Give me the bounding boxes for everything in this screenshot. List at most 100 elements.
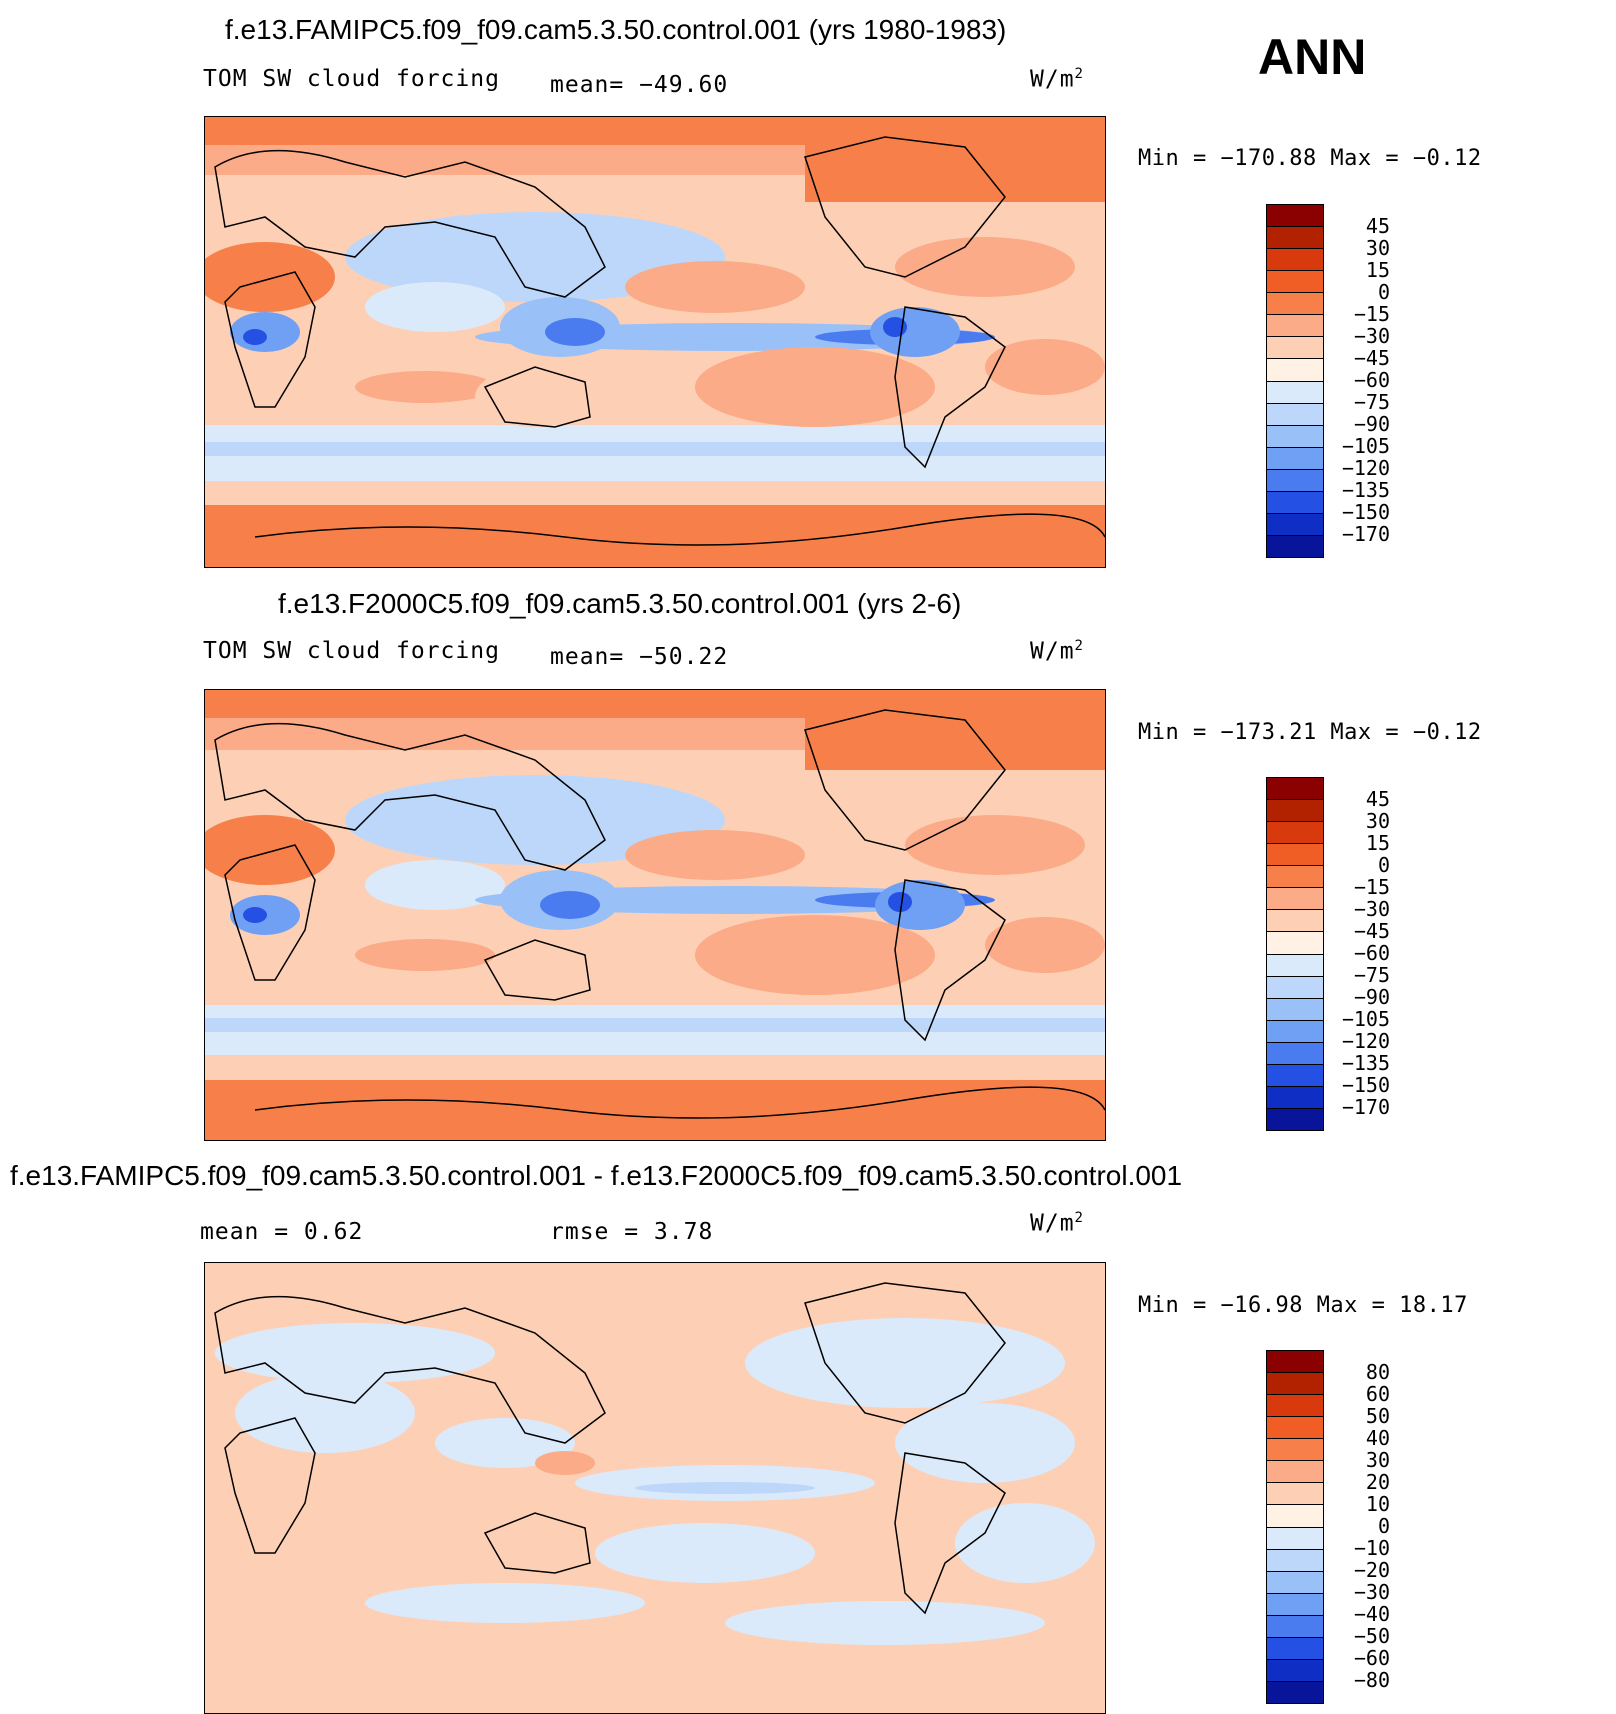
- colorbar-tick-label: −120: [1341, 456, 1390, 480]
- colorbar-segment: [1267, 1351, 1323, 1373]
- colorbar-tick-label: −60: [1353, 941, 1390, 965]
- colorbar-tick-label: −150: [1341, 1073, 1390, 1097]
- colorbar-tick-label: −90: [1353, 985, 1390, 1009]
- colorbar-segment: [1267, 953, 1323, 976]
- colorbar-segment: [1267, 887, 1323, 910]
- colorbar-segment: [1267, 1416, 1323, 1439]
- colorbar-tick-label: −135: [1341, 478, 1390, 502]
- colorbar-segment: [1267, 778, 1323, 800]
- panel2-map: [204, 689, 1106, 1141]
- colorbar-tick-label: −90: [1353, 412, 1390, 436]
- panel1-title: f.e13.FAMIPC5.f09_f09.cam5.3.50.control.…: [225, 14, 1007, 45]
- colorbar-tick-label: −75: [1353, 390, 1390, 414]
- colorbar-tick-label: −60: [1353, 1646, 1390, 1670]
- colorbar-tick-label: −170: [1341, 1095, 1390, 1119]
- panel2-minmax: Min = −173.21 Max = −0.12: [1138, 720, 1482, 745]
- panel3-title: f.e13.FAMIPC5.f09_f09.cam5.3.50.control.…: [10, 1160, 1183, 1191]
- colorbar-segment: [1267, 1107, 1323, 1130]
- colorbar-segment: [1267, 843, 1323, 866]
- colorbar-tick-label: −75: [1353, 963, 1390, 987]
- colorbar-tick-label: 45: [1365, 214, 1390, 238]
- colorbar-segment: [1267, 270, 1323, 293]
- panel3-mean: mean = 0.62: [200, 1219, 364, 1245]
- panel2-units: W/m2: [1030, 638, 1084, 665]
- colorbar-tick-label: 30: [1365, 236, 1390, 260]
- colorbar-segment: [1267, 1041, 1323, 1064]
- panel3-colorbar: [1266, 1350, 1324, 1704]
- colorbar-segment: [1267, 1680, 1323, 1703]
- panel3-units: W/m2: [1030, 1210, 1084, 1237]
- colorbar-segment: [1267, 1504, 1323, 1527]
- colorbar-segment: [1267, 997, 1323, 1020]
- panel3-minmax: Min = −16.98 Max = 18.17: [1138, 1293, 1468, 1318]
- season-label: ANN: [1258, 29, 1367, 85]
- colorbar-segment: [1267, 292, 1323, 315]
- panel2-colorbar: [1266, 777, 1324, 1131]
- colorbar-segment: [1267, 1460, 1323, 1483]
- colorbar-segment: [1267, 358, 1323, 381]
- colorbar-tick-label: −30: [1353, 324, 1390, 348]
- colorbar-segment: [1267, 1019, 1323, 1042]
- colorbar-tick-label: 60: [1365, 1382, 1390, 1406]
- panel1-mean: mean= −49.60: [550, 72, 729, 98]
- colorbar-tick-label: −50: [1353, 1624, 1390, 1648]
- colorbar-segment: [1267, 931, 1323, 954]
- colorbar-tick-label: −20: [1353, 1558, 1390, 1582]
- panel1-units: W/m2: [1030, 66, 1084, 93]
- colorbar-segment: [1267, 512, 1323, 535]
- colorbar-segment: [1267, 1394, 1323, 1417]
- colorbar-tick-label: −40: [1353, 1602, 1390, 1626]
- colorbar-segment: [1267, 1614, 1323, 1637]
- colorbar-segment: [1267, 1592, 1323, 1615]
- colorbar-tick-label: 10: [1365, 1492, 1390, 1516]
- colorbar-segment: [1267, 490, 1323, 513]
- colorbar-tick-label: −45: [1353, 919, 1390, 943]
- colorbar-tick-label: 15: [1365, 258, 1390, 282]
- colorbar-segment: [1267, 1085, 1323, 1108]
- colorbar-segment: [1267, 380, 1323, 403]
- colorbar-tick-label: −105: [1341, 1007, 1390, 1031]
- colorbar-tick-label: 20: [1365, 1470, 1390, 1494]
- panel1-colorbar: [1266, 204, 1324, 558]
- panel2-title: f.e13.F2000C5.f09_f09.cam5.3.50.control.…: [278, 588, 962, 619]
- colorbar-tick-label: −15: [1353, 875, 1390, 899]
- colorbar-tick-label: 15: [1365, 831, 1390, 855]
- colorbar-segment: [1267, 1438, 1323, 1461]
- colorbar-segment: [1267, 1658, 1323, 1681]
- colorbar-tick-label: −135: [1341, 1051, 1390, 1075]
- colorbar-segment: [1267, 821, 1323, 844]
- colorbar-tick-label: 0: [1377, 280, 1390, 304]
- colorbar-segment: [1267, 314, 1323, 337]
- colorbar-segment: [1267, 1548, 1323, 1571]
- panel3-map: [204, 1262, 1106, 1714]
- colorbar-tick-label: 45: [1365, 787, 1390, 811]
- panel3-rmse: rmse = 3.78: [550, 1219, 714, 1245]
- colorbar-tick-label: −10: [1353, 1536, 1390, 1560]
- colorbar-segment: [1267, 226, 1323, 249]
- colorbar-segment: [1267, 534, 1323, 557]
- colorbar-tick-label: −120: [1341, 1029, 1390, 1053]
- colorbar-tick-label: −15: [1353, 302, 1390, 326]
- colorbar-segment: [1267, 1526, 1323, 1549]
- colorbar-segment: [1267, 1482, 1323, 1505]
- colorbar-segment: [1267, 799, 1323, 822]
- colorbar-tick-label: −45: [1353, 346, 1390, 370]
- colorbar-tick-label: −80: [1353, 1668, 1390, 1692]
- colorbar-tick-label: −105: [1341, 434, 1390, 458]
- colorbar-segment: [1267, 248, 1323, 271]
- panel1-minmax: Min = −170.88 Max = −0.12: [1138, 146, 1482, 171]
- colorbar-tick-label: −30: [1353, 897, 1390, 921]
- colorbar-segment: [1267, 336, 1323, 359]
- colorbar-segment: [1267, 424, 1323, 447]
- colorbar-tick-label: −150: [1341, 500, 1390, 524]
- colorbar-tick-label: −30: [1353, 1580, 1390, 1604]
- colorbar-tick-label: −170: [1341, 522, 1390, 546]
- colorbar-segment: [1267, 1063, 1323, 1086]
- colorbar-segment: [1267, 205, 1323, 227]
- panel1-map: [204, 116, 1106, 568]
- colorbar-segment: [1267, 468, 1323, 491]
- colorbar-segment: [1267, 1372, 1323, 1395]
- colorbar-segment: [1267, 1636, 1323, 1659]
- colorbar-tick-label: 30: [1365, 809, 1390, 833]
- colorbar-tick-label: 30: [1365, 1448, 1390, 1472]
